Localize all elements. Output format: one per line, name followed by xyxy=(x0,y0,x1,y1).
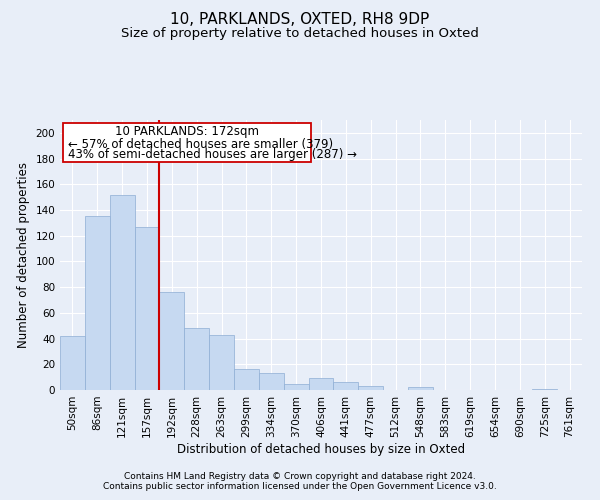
Bar xyxy=(160,292,184,390)
Bar xyxy=(334,382,358,390)
Text: Contains HM Land Registry data © Crown copyright and database right 2024.: Contains HM Land Registry data © Crown c… xyxy=(124,472,476,481)
Y-axis label: Number of detached properties: Number of detached properties xyxy=(17,162,30,348)
Bar xyxy=(408,388,433,390)
Text: 10 PARKLANDS: 172sqm: 10 PARKLANDS: 172sqm xyxy=(115,126,259,138)
Bar xyxy=(358,386,383,390)
Text: 10, PARKLANDS, OXTED, RH8 9DP: 10, PARKLANDS, OXTED, RH8 9DP xyxy=(170,12,430,28)
Text: Contains public sector information licensed under the Open Government Licence v3: Contains public sector information licen… xyxy=(103,482,497,491)
Bar xyxy=(184,328,209,390)
Bar xyxy=(110,194,134,390)
Bar xyxy=(284,384,308,390)
Text: Size of property relative to detached houses in Oxted: Size of property relative to detached ho… xyxy=(121,28,479,40)
Bar xyxy=(134,226,160,390)
Bar xyxy=(60,336,85,390)
Text: 43% of semi-detached houses are larger (287) →: 43% of semi-detached houses are larger (… xyxy=(68,148,357,162)
Bar xyxy=(308,378,334,390)
X-axis label: Distribution of detached houses by size in Oxted: Distribution of detached houses by size … xyxy=(177,442,465,456)
Text: ← 57% of detached houses are smaller (379): ← 57% of detached houses are smaller (37… xyxy=(68,138,333,150)
Bar xyxy=(532,388,557,390)
Bar xyxy=(209,334,234,390)
FancyBboxPatch shape xyxy=(62,122,311,162)
Bar xyxy=(234,370,259,390)
Bar xyxy=(259,374,284,390)
Bar xyxy=(85,216,110,390)
